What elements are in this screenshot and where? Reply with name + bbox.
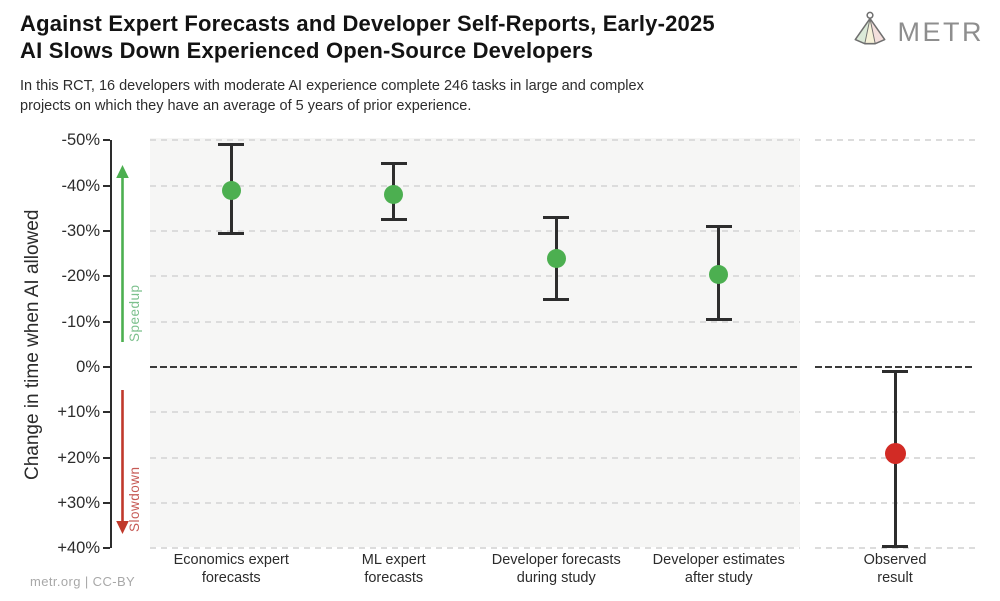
error-bar-cap-top: [882, 370, 908, 374]
category-label-line: after study: [684, 569, 753, 586]
y-axis-line: [110, 140, 112, 549]
gridline: [150, 230, 800, 232]
title-line-2: AI Slows Down Experienced Open-Source De…: [20, 38, 594, 63]
slowdown-label: Slowdown: [127, 466, 142, 532]
title-line-1: Against Expert Forecasts and Developer S…: [20, 11, 715, 36]
category-label: Observed result: [800, 552, 990, 587]
y-axis-tick: [103, 456, 110, 459]
attribution-text: metr.org | CC-BY: [30, 574, 136, 589]
category-label-line: Economics expert: [173, 552, 289, 568]
error-bar-cap-top: [380, 161, 407, 165]
y-tick-label: +30%: [57, 493, 100, 512]
error-bar-cap-top: [218, 143, 245, 147]
subtitle-line-2: projects on which they have an average o…: [20, 98, 472, 114]
y-axis-tick: [103, 366, 110, 368]
y-axis-tick: [103, 501, 110, 504]
error-bar-cap-bottom: [218, 231, 245, 235]
metr-logo-text: METR: [897, 17, 984, 47]
category-label-line: Developer forecasts: [491, 552, 621, 568]
gridline: [815, 230, 975, 232]
gridline: [150, 139, 800, 142]
error-bar-cap-bottom: [705, 317, 732, 321]
y-axis-tick: [103, 275, 110, 278]
y-tick-label: -30%: [61, 222, 100, 240]
category-label-line: forecasts: [201, 569, 261, 586]
y-axis-tick: [103, 139, 110, 142]
gridline: [150, 456, 800, 459]
y-axis-tick: [103, 184, 110, 187]
gridline: [815, 184, 975, 187]
forecast-point: [221, 180, 241, 200]
y-axis-tick: [103, 411, 110, 414]
slowdown-arrow-icon: [116, 390, 129, 534]
gridline: [150, 501, 800, 504]
gridline: [150, 411, 800, 414]
zero-line: [815, 366, 975, 368]
forecast-point: [384, 185, 404, 205]
speedup-label: Speedup: [127, 284, 142, 342]
forecast-point: [546, 248, 566, 268]
gridline: [815, 275, 975, 278]
gridline: [815, 320, 975, 323]
forecast-point: [709, 264, 729, 284]
y-tick-label: +20%: [57, 448, 100, 467]
speedup-arrow-icon: [116, 165, 129, 342]
page-title: Against Expert Forecasts and Developer S…: [20, 10, 860, 64]
gridline: [150, 275, 800, 278]
error-bar-cap-top: [705, 224, 732, 228]
category-label: Developer forecasts during study: [461, 552, 651, 587]
subtitle: In this RCT, 16 developers with moderate…: [20, 76, 900, 116]
category-label-line: Developer estimates: [652, 552, 785, 568]
category-label-line: forecasts: [364, 569, 424, 586]
category-label-line: result: [877, 569, 913, 586]
y-axis-tick: [103, 547, 110, 550]
y-tick-label: -40%: [61, 176, 100, 195]
error-bar-cap-bottom: [882, 544, 908, 548]
y-tick-label: +10%: [57, 403, 100, 422]
y-axis-title: Change in time when AI allowed: [22, 209, 43, 481]
y-axis-tick: [103, 320, 110, 323]
category-label: Economics expert forecasts: [136, 552, 326, 587]
y-axis-tick: [103, 230, 110, 232]
category-label: ML expert forecasts: [299, 552, 489, 587]
gridline: [815, 547, 975, 550]
metr-logo: METR: [851, 10, 985, 55]
y-tick-label: +40%: [57, 539, 100, 558]
y-tick-label: -10%: [61, 312, 100, 331]
error-bar-cap-bottom: [380, 218, 407, 222]
subtitle-line-1: In this RCT, 16 developers with moderate…: [20, 78, 644, 94]
gridline: [150, 184, 800, 187]
main-panel-background: [150, 138, 800, 548]
y-tick-label: 0%: [76, 358, 100, 376]
category-label-line: Observed: [863, 552, 927, 568]
observed-result-point: [884, 442, 906, 464]
category-label-line: ML expert: [361, 552, 426, 568]
zero-line: [150, 366, 800, 368]
category-label-line: during study: [516, 569, 596, 586]
error-bar-cap-bottom: [543, 297, 570, 301]
gridline: [815, 139, 975, 142]
error-bar-cap-top: [543, 215, 570, 219]
gridline: [150, 547, 800, 550]
y-tick-label: -20%: [61, 267, 100, 286]
metr-fan-icon: [851, 10, 889, 55]
y-tick-label: -50%: [61, 131, 100, 150]
gridline: [150, 320, 800, 323]
category-label: Developer estimates after study: [624, 552, 814, 587]
